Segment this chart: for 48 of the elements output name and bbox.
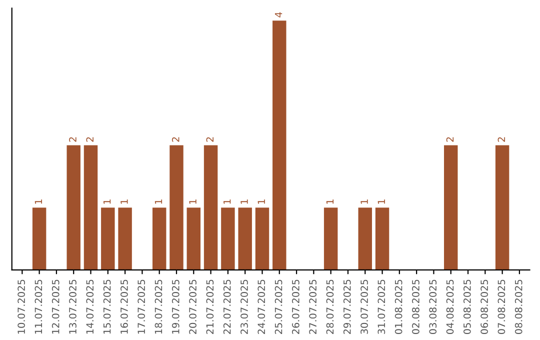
x-tick-label: 26.07.2025 (292, 280, 300, 334)
x-tick-label: 27.07.2025 (309, 280, 316, 334)
data-label: 1 (258, 200, 265, 204)
x-tick-label: 30.07.2025 (360, 280, 368, 334)
x-tick-label: 21.07.2025 (206, 280, 214, 334)
x-tick-label: 20.07.2025 (189, 280, 196, 334)
data-label: 2 (498, 137, 505, 142)
data-label: 1 (360, 200, 368, 204)
data-label: 2 (206, 137, 214, 142)
data-label: 1 (104, 200, 111, 204)
data-label: 2 (172, 137, 180, 142)
x-tick-label: 04.08.2025 (446, 280, 454, 334)
x-tick-label: 25.07.2025 (274, 280, 282, 334)
x-tick-label: 19.07.2025 (172, 280, 180, 334)
data-label: 4 (274, 12, 282, 18)
data-label: 1 (326, 200, 334, 204)
x-tick-label: 11.07.2025 (34, 280, 42, 334)
x-tick-label: 31.07.2025 (378, 280, 386, 334)
data-label: 2 (446, 137, 454, 142)
data-label: 1 (224, 200, 231, 204)
data-label: 1 (34, 200, 42, 204)
x-tick-label: 10.07.2025 (18, 280, 25, 334)
x-tick-label: 12.07.2025 (52, 280, 60, 334)
x-tick-label: 16.07.2025 (120, 280, 128, 334)
x-tick-label: 15.07.2025 (103, 280, 111, 334)
data-label: 1 (120, 200, 128, 204)
x-tick-label: 05.08.2025 (463, 280, 471, 334)
data-label: 1 (189, 200, 196, 204)
data-label: 2 (69, 137, 76, 142)
x-tick-label: 14.07.2025 (86, 280, 94, 334)
data-label: 1 (154, 200, 162, 204)
data-label: 2 (86, 137, 94, 142)
x-tick-label: 23.07.2025 (240, 280, 248, 334)
x-tick-label: 02.08.2025 (412, 280, 420, 334)
x-tick-label: 08.08.2025 (514, 280, 522, 334)
x-tick-label: 03.08.2025 (429, 280, 437, 334)
x-tick-label: 06.08.2025 (480, 280, 488, 334)
x-tick-label: 29.07.2025 (343, 280, 351, 334)
x-tick-label: 22.07.2025 (223, 280, 231, 334)
x-tick-label: 07.08.2025 (498, 280, 506, 334)
x-tick-label: 17.07.2025 (138, 280, 146, 334)
data-label: 1 (378, 200, 385, 204)
data-label: 1 (240, 200, 248, 204)
x-tick-label: 28.07.2025 (326, 280, 334, 334)
x-tick-label: 01.08.2025 (394, 280, 402, 334)
x-tick-label: 18.07.2025 (154, 280, 162, 334)
x-tick-label: 24.07.2025 (258, 280, 266, 334)
x-tick-label: 13.07.2025 (69, 280, 76, 334)
